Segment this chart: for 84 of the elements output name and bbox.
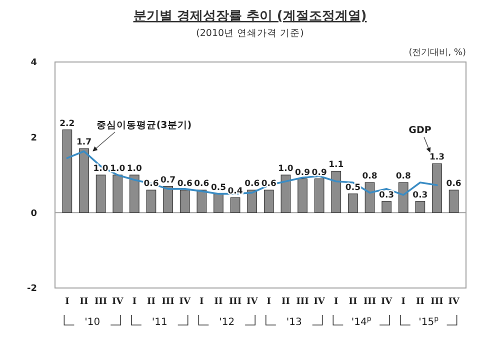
bar [264,190,274,213]
text: '14$^{p}$ [351,315,372,328]
data-label: 2.2 [60,118,75,129]
bar [112,174,123,213]
x-tick-label: III [296,297,309,307]
bar [214,194,224,213]
x-tick-label: II [282,297,290,307]
data-label: 0.6 [177,179,192,190]
x-tick-label: I [401,297,406,307]
bar [448,190,459,213]
x-tick-label: II [348,297,358,307]
x-tick-label: II [80,297,88,307]
bar [196,190,207,213]
data-label: 1.3 [429,152,445,163]
data-label: 0.9 [294,168,310,178]
data-label: 0.9 [312,168,327,178]
data-label: 1.0 [93,164,108,174]
x-tick-label: III [94,297,108,307]
y-tick-label: 2 [30,133,37,144]
text: GDP [408,125,432,136]
x-tick-label: I [200,297,204,307]
bar [298,178,308,213]
x-tick-label: IV [448,297,460,307]
y-axis-title: (전기대비, %) [408,48,466,58]
bar [96,174,106,213]
x-tick-label: IV [246,297,259,307]
bar [62,130,72,213]
data-label: 0.3 [379,190,394,200]
data-label: 1.7 [76,138,92,148]
bar [415,201,426,213]
bar [146,190,156,213]
bar [79,148,89,213]
data-label: 1.0 [110,164,126,174]
x-tick-label: IV [112,297,124,307]
data-label: 0.6 [446,179,462,190]
y-tick-label: -2 [27,284,37,294]
x-tick-label: IV [179,297,192,307]
x-tick-label: I [132,297,137,307]
data-label: 1.1 [328,160,344,170]
x-tick-label: I [65,297,70,307]
data-label: 0.5 [345,182,361,193]
bar [398,182,408,213]
bar [230,197,240,213]
data-label: 0.8 [396,172,411,182]
bar [280,174,291,213]
data-label: 1.0 [126,164,142,174]
data-label: 0.7 [160,175,176,186]
bar [247,190,258,213]
data-label: 0.6 [194,179,210,190]
text: '12 [219,317,235,328]
x-tick-label: II [214,297,223,307]
x-tick-label: IV [380,297,394,307]
text: '10 [84,317,100,328]
text: '13 [286,317,302,328]
bar [180,190,190,213]
bar [163,186,173,213]
bar [314,178,324,213]
data-label: 0.6 [244,179,260,190]
x-tick-label: II [147,297,156,307]
bar [382,201,392,213]
bar [432,163,442,213]
bar [130,174,140,213]
y-tick-label: 4 [30,58,37,68]
text: 중심이동평균(3분기) [96,120,192,131]
x-tick-label: II [416,297,424,307]
bar [364,182,375,213]
data-label: 0.8 [362,172,378,182]
text: '15$^{p}$ [418,315,440,328]
chart-subtitle: (2010년 연쇄가격 기준) [196,28,304,39]
bar [331,170,342,213]
chart-title: 분기별 경제성장률 추이 (계절조정계열) [133,9,367,24]
text: '11 [152,317,168,328]
x-tick-label: I [266,297,272,307]
x-tick-label: IV [314,297,326,307]
x-tick-label: III [162,297,174,307]
y-tick-label: 0 [30,208,37,219]
bar [348,194,358,213]
x-tick-label: III [363,297,376,307]
x-tick-label: III [228,297,242,307]
data-label: 0.3 [412,190,428,200]
x-tick-label: III [430,297,444,307]
data-label: 1.0 [278,164,294,174]
x-tick-label: I [334,297,338,307]
data-label: 0.5 [210,182,226,193]
